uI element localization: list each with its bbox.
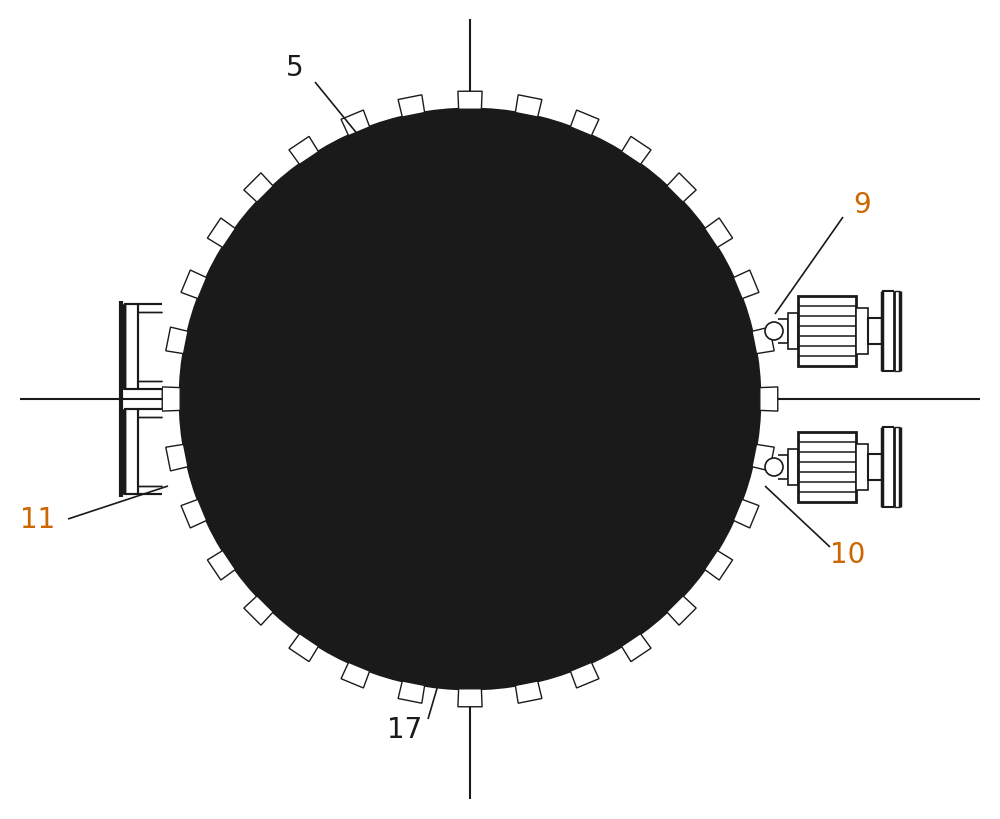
Polygon shape — [458, 92, 482, 110]
Bar — [798, 432, 856, 502]
Bar — [124, 305, 162, 390]
Polygon shape — [733, 500, 759, 528]
Polygon shape — [705, 551, 733, 581]
Polygon shape — [398, 96, 425, 118]
Polygon shape — [289, 138, 318, 165]
Polygon shape — [733, 271, 759, 299]
Text: 5: 5 — [286, 54, 304, 82]
Polygon shape — [622, 634, 651, 662]
Circle shape — [185, 115, 755, 684]
Polygon shape — [166, 328, 188, 354]
Polygon shape — [515, 96, 542, 118]
Polygon shape — [207, 551, 235, 581]
Bar — [868, 319, 882, 345]
Circle shape — [765, 459, 783, 477]
Polygon shape — [752, 328, 774, 354]
Bar — [124, 410, 162, 495]
Polygon shape — [570, 111, 599, 137]
Polygon shape — [244, 596, 273, 626]
Bar — [856, 309, 868, 355]
Polygon shape — [705, 219, 733, 248]
Polygon shape — [515, 681, 542, 704]
Polygon shape — [181, 500, 207, 528]
Bar — [788, 450, 798, 486]
Polygon shape — [341, 111, 370, 137]
Text: 17: 17 — [387, 715, 423, 743]
Polygon shape — [622, 138, 651, 165]
Bar — [868, 455, 882, 481]
Polygon shape — [760, 387, 778, 412]
Polygon shape — [667, 174, 696, 203]
Polygon shape — [570, 663, 599, 688]
Polygon shape — [667, 596, 696, 626]
Polygon shape — [752, 445, 774, 471]
Polygon shape — [341, 663, 370, 688]
Polygon shape — [458, 689, 482, 707]
Circle shape — [185, 115, 755, 684]
Text: 10: 10 — [830, 541, 866, 568]
Circle shape — [765, 323, 783, 341]
Polygon shape — [398, 681, 425, 704]
Text: 9: 9 — [853, 191, 871, 219]
Circle shape — [255, 185, 685, 614]
Circle shape — [180, 110, 760, 689]
Polygon shape — [207, 219, 235, 248]
Polygon shape — [162, 387, 180, 412]
Bar — [798, 296, 856, 367]
Circle shape — [205, 135, 735, 664]
Text: 11: 11 — [20, 505, 56, 533]
Polygon shape — [244, 174, 273, 203]
Circle shape — [235, 165, 705, 634]
Bar — [788, 314, 798, 350]
Circle shape — [235, 165, 705, 634]
Circle shape — [450, 379, 490, 419]
Bar — [856, 445, 868, 491]
Polygon shape — [181, 271, 207, 299]
Polygon shape — [289, 634, 318, 662]
Polygon shape — [166, 445, 188, 471]
Wedge shape — [185, 115, 755, 684]
